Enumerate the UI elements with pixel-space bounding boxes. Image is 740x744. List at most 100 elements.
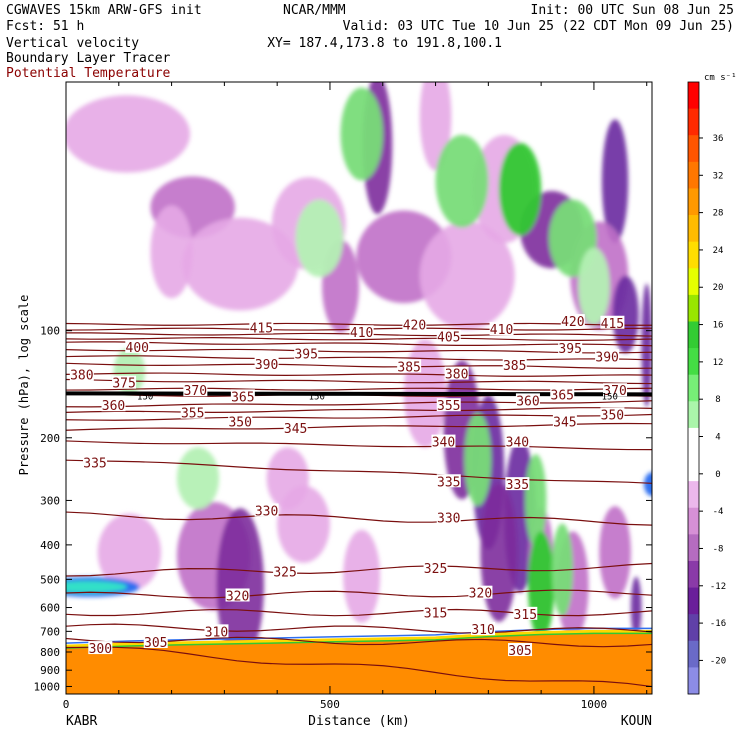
y-tick-label: 300 [40,494,60,507]
vertical-velocity-positive-region [464,413,491,506]
theta-label-bg [88,641,113,655]
theta-label-bg [550,387,575,401]
plot-frame [65,81,653,695]
colorbar-label: 0 [715,470,720,480]
theta-label-bg [69,367,94,381]
theta-label: 320 [469,587,492,602]
colorbar-swatch [688,374,699,402]
theta-label-bg [436,329,461,343]
colorbar-swatch [688,481,699,509]
colorbar-swatch [688,215,699,243]
header-field-3: Potential Temperature [6,66,171,81]
vertical-velocity-positive-region [176,447,220,510]
plot-layers: 300 305 310 315 315 310 305 320 320 325 325 330 330 3… [66,82,652,694]
x-axis: 0 500 1000 [63,82,648,711]
y-tick-label: 700 [40,625,60,638]
y-axis: 100 200 300 400 500 600 700 800 900 1000 [34,325,652,693]
colorbar-label: 24 [713,246,724,256]
theta-contour-405 [66,337,652,341]
theta-label: 420 [403,318,426,333]
theta-label: 325 [273,565,296,580]
colorbar-label: 36 [713,134,724,144]
theta-label: 315 [514,608,537,623]
vertical-velocity-positive-region [295,199,344,277]
theta-contour-380 [66,372,652,377]
y-tick-label: 200 [40,432,60,445]
vertical-velocity-positive-region [340,87,383,181]
theta-label-bg [603,383,628,397]
theta-label: 410 [490,323,513,338]
colorbar-swatch [688,401,699,429]
theta-label: 360 [102,399,125,414]
theta-label: 395 [558,342,581,357]
theta-label: 325 [424,562,447,577]
theta-label: 300 [89,642,112,657]
theta-label-bg [436,510,461,524]
colorbar-swatch [688,135,699,163]
colorbar-swatch [688,348,699,376]
theta-label-bg [505,434,530,448]
theta-label: 365 [551,388,574,403]
colorbar-label: 8 [715,395,720,405]
vertical-velocity-negative-region [216,508,264,663]
theta-label-bg [143,635,168,649]
theta-label-bg [595,349,620,363]
theta-label: 310 [205,625,228,640]
header-field-1: Vertical velocity [6,36,139,51]
vertical-velocity-negative-region [182,217,299,311]
theta-label-bg [249,320,274,334]
colorbar-swatch [688,188,699,216]
y-tick-label: 400 [40,539,60,552]
colorbar-swatch [688,614,699,642]
vertical-velocity-negative-region [150,205,193,299]
theta-label-bg [513,606,538,620]
colorbar-swatch [688,640,699,668]
theta-label: 375 [112,377,135,392]
theta-label: 415 [250,322,273,337]
theta-label-bg [423,561,448,575]
x-axis-label: Distance (km) [308,714,410,729]
theta-label: 380 [445,368,468,383]
theta-label-bg [228,414,253,428]
header-center: NCAR/MMM [283,3,346,18]
theta-contour-390 [66,355,652,361]
colorbar-swatch [688,667,699,695]
theta-label-bg [349,325,374,339]
colorbar-swatch [688,587,699,615]
theta-label-bg [444,366,469,380]
colorbar-label: -12 [710,582,726,592]
theta-label: 310 [471,623,494,638]
y-tick-label: 900 [40,664,60,677]
theta-label: 415 [601,317,624,332]
theta-label-bg [436,398,461,412]
theta-label: 420 [561,315,584,330]
theta-label-bg [552,414,577,428]
colorbar-swatch [688,82,699,110]
theta-label-bg [254,503,279,517]
colorbar-label: -4 [713,507,724,517]
colorbar-label: 16 [713,321,724,331]
theta-label-bg [204,624,229,638]
theta-label: 395 [294,348,317,363]
theta-label-bg [468,585,493,599]
theta-label: 385 [397,360,420,375]
theta-label-bg [225,588,250,602]
vertical-velocity-strong-region [66,580,128,593]
theta-label-bg [180,405,205,419]
theta-label: 305 [144,636,167,651]
theta-label: 320 [226,589,249,604]
colorbar-label: -8 [713,544,724,554]
x-tick-label: 1000 [581,698,608,711]
theta-label: 410 [350,326,373,341]
y-tick-label: 500 [40,573,60,586]
header-forecast: Fcst: 51 h [6,19,84,34]
theta-label: 345 [284,422,307,437]
theta-contour-300 [66,646,652,688]
theta-label: 370 [603,384,626,399]
vertical-velocity-negative-region [612,275,639,354]
y-tick-label: 600 [40,602,60,615]
theta-label: 350 [601,408,624,423]
theta-label: 380 [70,369,93,384]
theta-label: 385 [503,359,526,374]
